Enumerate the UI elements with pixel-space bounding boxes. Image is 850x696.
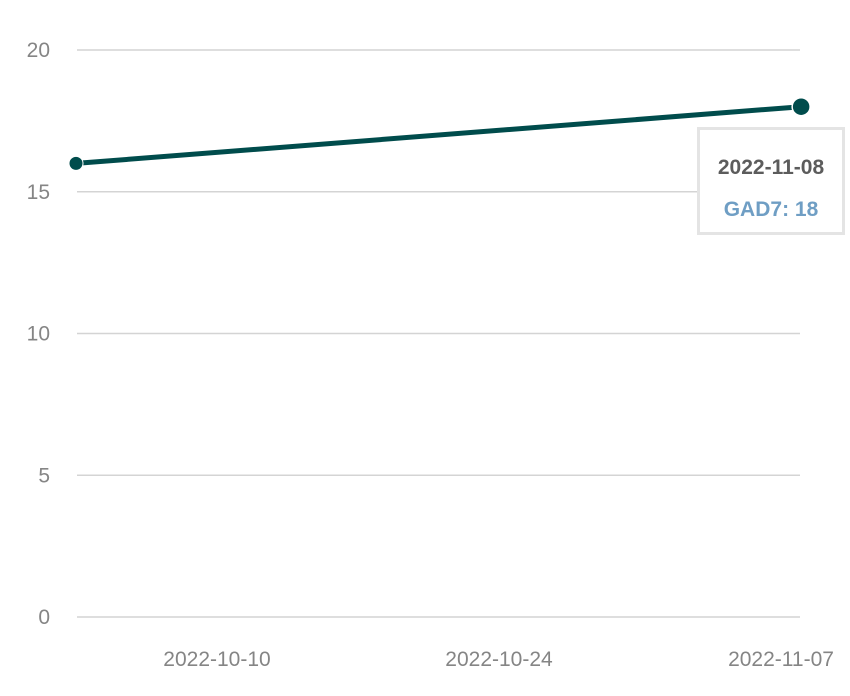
x-tick-label-2022-11-07: 2022-11-07 — [728, 648, 834, 671]
data-tooltip: 2022-11-08 GAD7: 18 — [697, 127, 845, 235]
tooltip-series-name: GAD7 — [723, 198, 783, 221]
y-tick-label-5: 5 — [38, 464, 50, 487]
x-tick-label-2022-10-24: 2022-10-24 — [445, 648, 553, 671]
tooltip-separator: : — [782, 198, 795, 221]
tooltip-value: 18 — [794, 198, 819, 221]
y-tick-label-10: 10 — [27, 323, 50, 346]
series-line-GAD7 — [73, 104, 804, 166]
y-tick-label-20: 20 — [27, 39, 50, 62]
x-tick-label-2022-10-10: 2022-10-10 — [163, 648, 270, 671]
y-tick-label-15: 15 — [27, 181, 50, 204]
data-point-GAD7-1 — [791, 96, 811, 117]
data-point-GAD7-0 — [68, 155, 84, 171]
tooltip-date: 2022-11-08 — [717, 156, 825, 179]
y-tick-label-0: 0 — [38, 606, 50, 629]
tooltip-value-row: GAD7: 18 — [700, 198, 842, 222]
